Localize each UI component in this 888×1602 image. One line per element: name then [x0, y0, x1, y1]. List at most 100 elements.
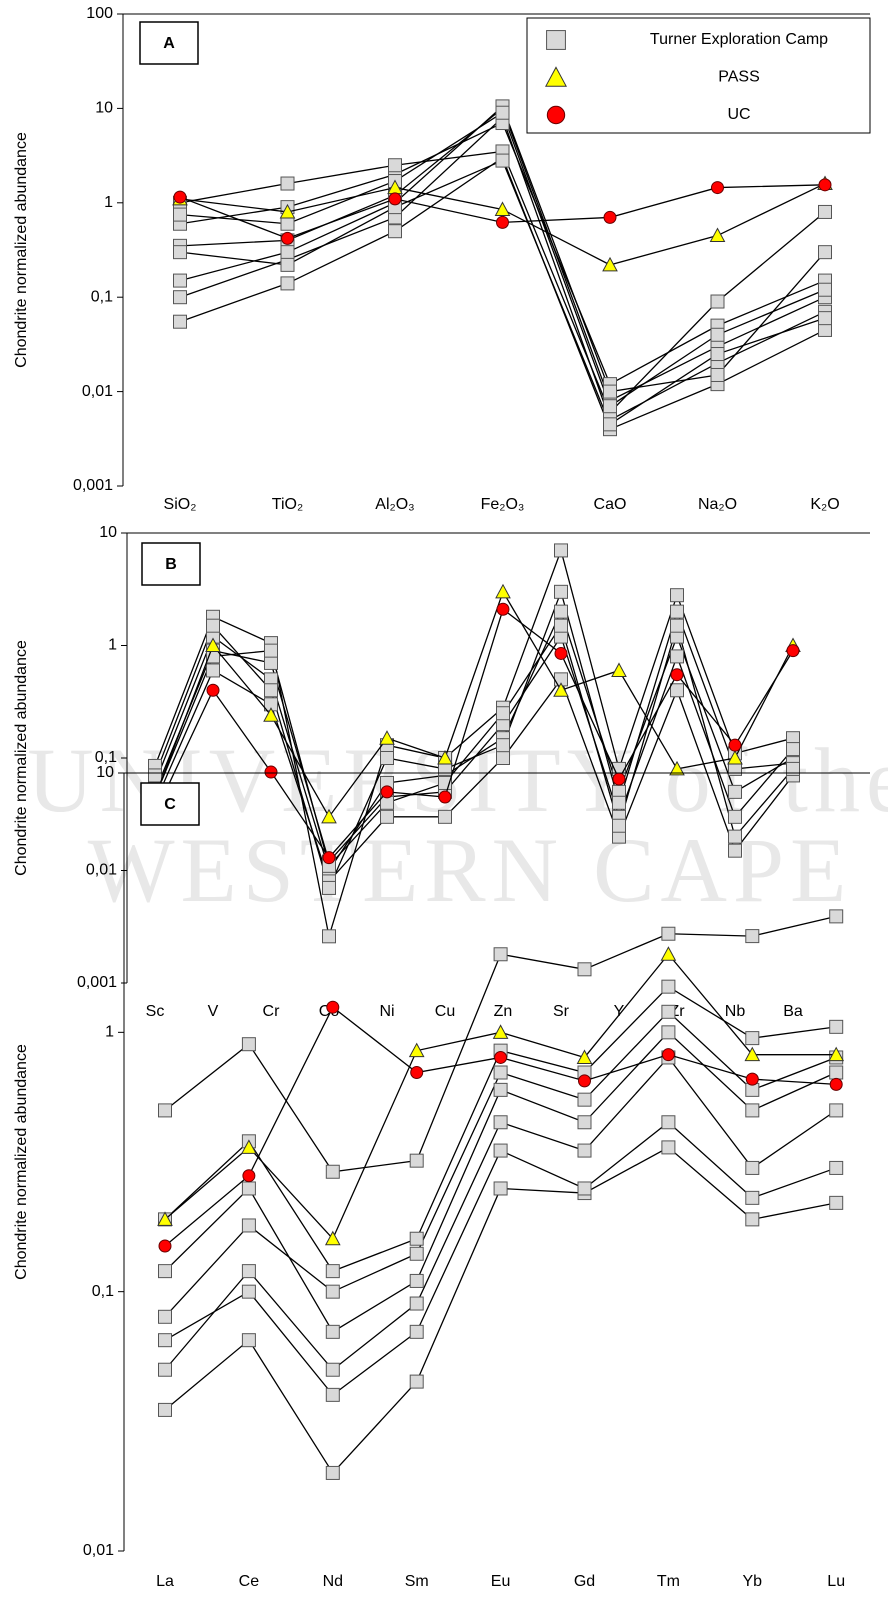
- square-marker: [603, 384, 617, 399]
- y-tick-label: 10: [96, 764, 114, 781]
- y-tick-label: 0,01: [86, 862, 117, 879]
- x-tick-label: Nd: [323, 1573, 343, 1590]
- square-marker: [661, 1115, 676, 1130]
- square-marker: [322, 929, 336, 944]
- square-marker: [388, 158, 402, 173]
- triangle-marker: [545, 66, 567, 87]
- square-marker: [241, 1037, 256, 1052]
- circle-marker: [578, 1074, 591, 1088]
- square-marker: [264, 683, 278, 698]
- square-marker: [280, 176, 295, 191]
- square-marker: [325, 1324, 340, 1339]
- x-tick-label: CaO: [594, 496, 627, 513]
- square-marker: [728, 784, 742, 799]
- square-marker: [380, 751, 394, 765]
- square-marker: [546, 30, 566, 50]
- square-marker: [409, 1296, 424, 1311]
- y-tick-label: 0,1: [95, 749, 117, 766]
- x-tick-label: TiO₂: [272, 496, 303, 513]
- triangle-marker: [205, 637, 221, 652]
- square-marker: [661, 1140, 676, 1155]
- square-marker: [493, 1082, 508, 1097]
- square-marker: [577, 1092, 592, 1107]
- triangle-marker: [494, 201, 511, 216]
- triangle-marker: [611, 662, 627, 677]
- legend-label: Turner Exploration Camp: [650, 31, 828, 48]
- square-marker: [158, 1264, 172, 1279]
- panel-label: A: [163, 35, 175, 52]
- circle-marker: [322, 851, 336, 865]
- square-marker: [206, 663, 220, 678]
- series-line: [154, 669, 794, 883]
- square-marker: [818, 245, 832, 260]
- y-tick-label: 0,01: [83, 1542, 114, 1559]
- square-marker: [158, 1362, 172, 1377]
- square-marker: [493, 1181, 508, 1196]
- square-marker: [818, 282, 832, 297]
- circle-marker: [818, 178, 832, 192]
- square-marker: [577, 1181, 592, 1196]
- x-tick-label: Fe₂O₃: [481, 496, 525, 513]
- square-marker: [728, 829, 742, 844]
- square-marker: [829, 1019, 844, 1034]
- square-marker: [495, 105, 510, 120]
- square-marker: [829, 1160, 844, 1175]
- x-tick-label: Eu: [491, 1573, 511, 1590]
- triangle-marker: [553, 682, 569, 697]
- circle-marker: [242, 1169, 256, 1183]
- circle-marker: [438, 790, 452, 804]
- series-line: [179, 156, 826, 431]
- x-tick-label: K₂O: [810, 496, 839, 513]
- circle-marker: [711, 181, 724, 195]
- series-line: [154, 608, 794, 859]
- legend-box: [526, 17, 871, 134]
- panel-label: B: [165, 556, 177, 573]
- circle-marker: [661, 1048, 675, 1062]
- square-marker: [728, 809, 742, 824]
- triangle-marker: [492, 1024, 509, 1039]
- triangle-marker: [744, 1046, 761, 1062]
- triangle-marker: [727, 749, 743, 765]
- panel-label: C: [164, 796, 176, 813]
- x-tick-label: Ce: [239, 1573, 260, 1590]
- triangle-marker: [157, 1211, 173, 1226]
- square-marker: [493, 947, 508, 962]
- square-marker: [577, 1143, 592, 1158]
- x-tick-label: Tm: [657, 1573, 680, 1590]
- series-line: [179, 150, 826, 414]
- circle-marker: [670, 668, 684, 682]
- circle-marker: [380, 785, 394, 799]
- y-tick-label: 100: [86, 5, 113, 22]
- square-marker: [745, 1190, 760, 1205]
- square-marker: [670, 604, 684, 619]
- triangle-marker: [576, 1049, 593, 1064]
- square-marker: [280, 276, 295, 291]
- square-marker: [496, 706, 510, 721]
- square-marker: [173, 290, 187, 305]
- x-tick-label: Al₂O₃: [375, 496, 414, 513]
- square-marker: [241, 1264, 256, 1279]
- legend-label: UC: [727, 106, 750, 123]
- square-marker: [280, 257, 295, 272]
- square-marker: [325, 1387, 340, 1402]
- series-line: [164, 1146, 837, 1474]
- square-marker: [438, 809, 452, 824]
- square-marker: [496, 751, 510, 765]
- circle-marker: [728, 738, 742, 752]
- circle-marker: [206, 683, 220, 697]
- triangle-marker: [241, 1139, 257, 1154]
- square-marker: [206, 618, 220, 633]
- square-marker: [745, 1031, 760, 1046]
- x-tick-label: Lu: [827, 1573, 845, 1590]
- circle-marker: [829, 1077, 843, 1091]
- square-marker: [577, 962, 592, 977]
- series-line: [154, 635, 794, 863]
- panel-label-box: [139, 21, 199, 65]
- square-marker: [829, 1103, 844, 1118]
- square-marker: [325, 1164, 340, 1179]
- y-tick-label: 1: [104, 194, 113, 211]
- circle-marker: [745, 1072, 759, 1086]
- square-marker: [158, 1333, 172, 1348]
- series-line: [154, 590, 794, 819]
- circle-marker: [496, 215, 509, 229]
